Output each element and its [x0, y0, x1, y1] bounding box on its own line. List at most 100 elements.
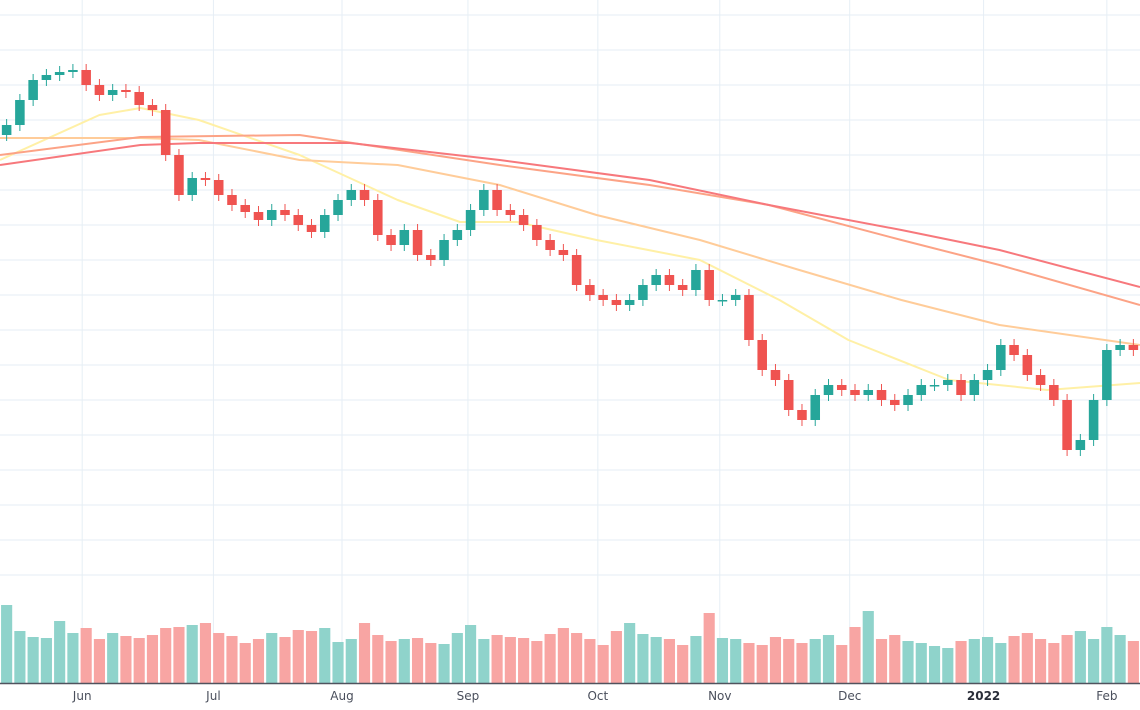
volume-bar [955, 641, 967, 683]
candle [1062, 394, 1072, 456]
candle [929, 379, 940, 391]
volume-bar [398, 639, 410, 683]
volume-bar [518, 638, 530, 683]
candle [744, 289, 754, 346]
volume-bar [173, 627, 185, 683]
volume-bar [597, 645, 609, 683]
volume-bar [451, 633, 463, 683]
candle-body [797, 410, 807, 420]
candle-body [306, 225, 317, 232]
candle [969, 374, 980, 401]
candle-body [174, 155, 184, 195]
candle [41, 69, 52, 86]
candle-body [704, 270, 714, 300]
volume-bar [54, 621, 66, 683]
candle [412, 224, 423, 261]
candle [399, 224, 410, 251]
candle [293, 209, 304, 231]
volume-bar [531, 641, 543, 683]
candle-body [1, 125, 12, 135]
candle-body [903, 395, 913, 405]
candle [439, 234, 449, 266]
x-tick-label: Feb [1096, 689, 1117, 703]
candle [306, 219, 317, 238]
candle-body [160, 110, 171, 155]
candle-body [346, 190, 357, 200]
x-tick-label: Jun [72, 689, 92, 703]
candle [545, 234, 555, 256]
volume-bar [1048, 643, 1060, 683]
volume-bar [571, 633, 583, 683]
volume-bar [836, 645, 848, 683]
x-tick-label: Oct [587, 689, 608, 703]
volume-bar [743, 643, 755, 683]
volume-bar [756, 645, 768, 683]
candle-body [1088, 400, 1099, 440]
candle-body [94, 85, 105, 95]
volume-bar [319, 628, 331, 683]
volume-bar [1074, 631, 1086, 683]
candle-body [359, 190, 370, 200]
volume-bar [239, 643, 251, 683]
volume-bar [544, 634, 556, 683]
candle-body [1062, 400, 1072, 450]
candle-body [426, 255, 436, 260]
candle-body [717, 300, 728, 302]
candle [797, 404, 807, 426]
candle [147, 99, 158, 116]
candle-body [28, 80, 38, 100]
candle [651, 269, 661, 291]
candle-body [134, 92, 144, 105]
candle-body [412, 230, 423, 255]
candle-body [147, 105, 158, 110]
x-axis-labels: Jun Jul Aug Sep Oct Nov Dec 2022 Feb [72, 689, 1118, 703]
x-tick-label: 2022 [967, 689, 1000, 703]
grid [0, 0, 1140, 683]
volume-bar [133, 638, 145, 683]
candle-body [187, 178, 197, 195]
candle [1035, 369, 1046, 391]
volume-bar [637, 634, 649, 683]
candle [996, 339, 1006, 376]
candle-body [558, 250, 569, 255]
candle-body [333, 200, 343, 215]
candle [68, 64, 78, 78]
volume-bar [981, 637, 994, 683]
candle [1088, 394, 1099, 446]
volume-bar [438, 644, 450, 683]
candle [359, 184, 370, 206]
volume-bar [822, 635, 835, 683]
candle [664, 269, 675, 291]
volume-bars [1, 605, 1139, 683]
candle [1, 119, 12, 141]
candle-body [266, 210, 277, 220]
candle-body [730, 295, 741, 300]
volume-bar [809, 639, 821, 683]
candle [836, 379, 847, 396]
candle-body [1009, 345, 1019, 355]
candle [492, 184, 502, 216]
ma-short-line [0, 107, 1140, 391]
candle-body [492, 190, 502, 210]
candle-body [823, 385, 834, 395]
candle-body [929, 385, 940, 387]
candle [783, 374, 794, 416]
volume-bar [80, 628, 92, 683]
candle [1009, 339, 1019, 361]
volume-bar [266, 633, 278, 683]
candle [505, 204, 516, 221]
candle [677, 279, 688, 296]
volume-bar [677, 645, 689, 683]
candle [81, 64, 91, 91]
candle-body [863, 390, 874, 395]
volume-bar [703, 613, 715, 683]
candle [624, 294, 635, 311]
candle-body [280, 210, 290, 215]
candle [598, 289, 608, 306]
volume-bar [252, 639, 265, 683]
candle-body [81, 70, 91, 85]
candle [479, 184, 489, 216]
candle [982, 364, 993, 386]
candle-body [439, 240, 449, 260]
